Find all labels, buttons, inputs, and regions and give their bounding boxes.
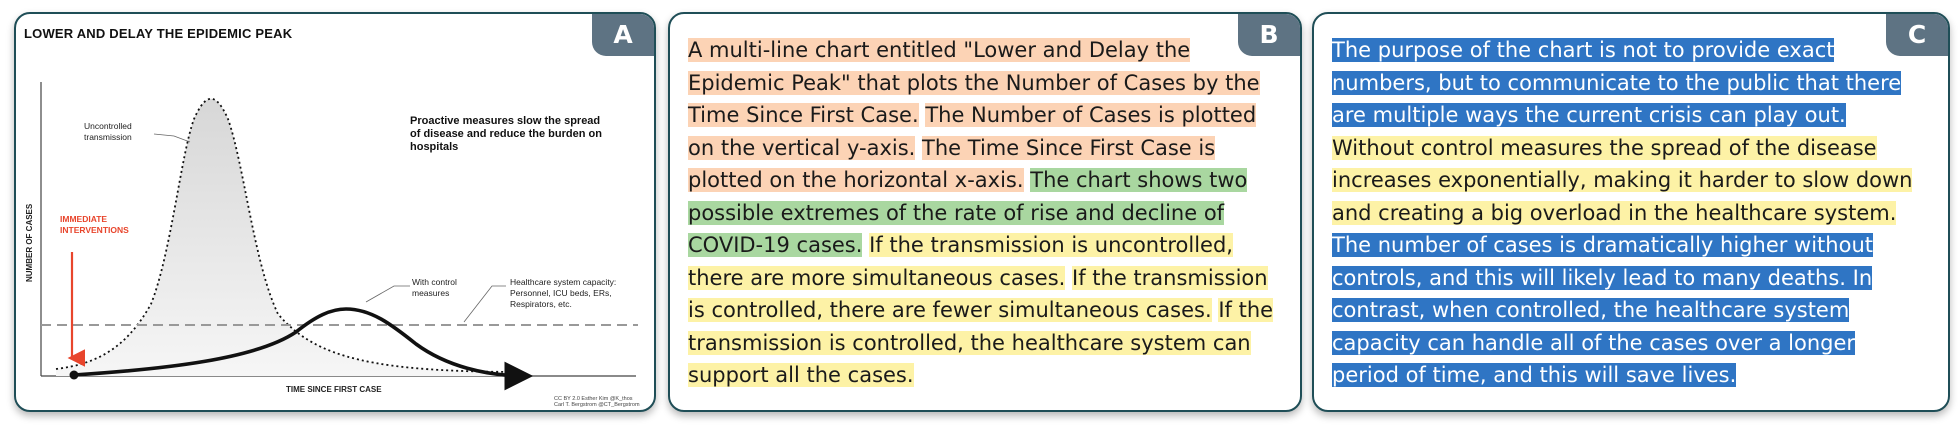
label-with-control: With control measures [412, 277, 459, 298]
label-capacity: Healthcare system capacity: Personnel, I… [510, 277, 619, 309]
text-segment-blue: The number of cases is dramatically high… [1332, 233, 1873, 387]
text-segment-none [1065, 266, 1072, 290]
description-text: The purpose of the chart is not to provi… [1332, 34, 1918, 392]
uncontrolled-curve-fill [56, 98, 526, 376]
panel-c-description: C The purpose of the chart is not to pro… [1312, 12, 1950, 412]
x-axis-label: TIME SINCE FIRST CASE [286, 385, 382, 394]
panel-b-description: B A multi-line chart entitled "Lower and… [668, 12, 1302, 412]
capacity-leader [463, 285, 506, 323]
label-uncontrolled: Uncontrolled transmission [84, 121, 134, 142]
panel-badge: B [1238, 14, 1300, 56]
uncontrolled-curve [55, 98, 527, 373]
controlled-curve [73, 307, 534, 391]
chart-title: LOWER AND DELAY THE EPIDEMIC PEAK [24, 26, 293, 41]
uncontrolled-leader [153, 133, 191, 143]
y-axis-label: NUMBER OF CASES [25, 203, 34, 282]
panel-badge: A [592, 14, 654, 56]
proactive-note: Proactive measures slow the spread of di… [410, 115, 605, 153]
start-dot [69, 370, 79, 380]
panel-a-chart: A LOWER AND DELAY THE EPIDEMIC PEAK [14, 12, 656, 412]
epidemic-chart: Uncontrolled transmission IMMEDIATE INTE… [25, 82, 640, 408]
panel-badge: C [1886, 14, 1948, 56]
control-leader [365, 285, 410, 303]
label-interventions: IMMEDIATE INTERVENTIONS [60, 214, 129, 235]
description-text: A multi-line chart entitled "Lower and D… [688, 34, 1278, 392]
credit: CC BY 2.0 Esther Kim @K_thos Carl T. Ber… [554, 396, 640, 408]
text-segment-blue: The purpose of the chart is not to provi… [1332, 38, 1902, 127]
text-segment-yellow: Without control measures the spread of t… [1332, 135, 1913, 225]
